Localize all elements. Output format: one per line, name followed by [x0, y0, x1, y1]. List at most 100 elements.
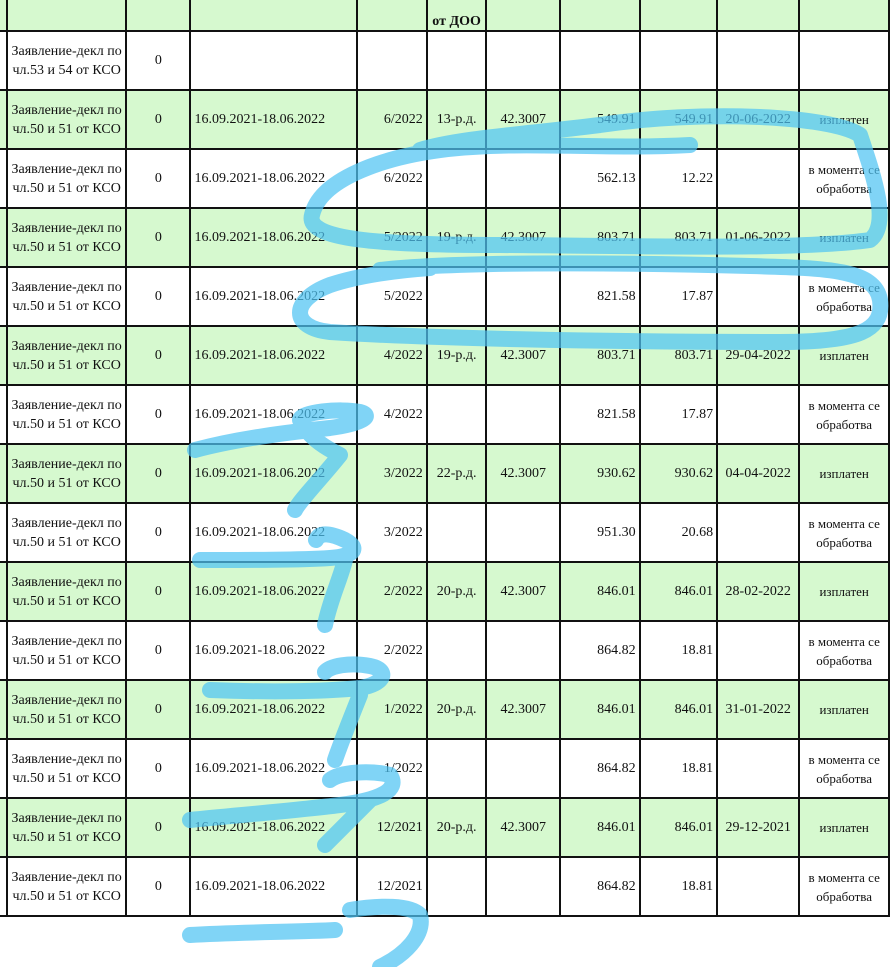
cell-date — [716, 856, 801, 917]
cell-amount: 951.30 — [559, 502, 641, 563]
cell-date — [716, 30, 801, 91]
cell-rate: 42.3007 — [485, 679, 562, 740]
cell-type: Заявление-декл по чл.50 и 51 от КСО — [5, 738, 128, 799]
cell-status: в момента се обработва — [798, 502, 890, 563]
cell-num: 0 — [125, 30, 192, 91]
cell-month — [356, 30, 428, 91]
cell-status: изплатен — [798, 207, 890, 268]
cell-amount: 821.58 — [559, 266, 641, 327]
table-row: Заявление-декл по чл.50 и 51 от КСО 0 16.0… — [0, 856, 890, 917]
header-row: от ДОО — [0, 0, 890, 32]
table-row: Заявление-декл по чл.50 и 51 от КСО 0 16.0… — [0, 89, 890, 150]
cell-days: 20-р.д. — [425, 679, 488, 740]
cell-days — [425, 384, 488, 445]
cell-rate — [485, 620, 562, 681]
cell-rate — [485, 502, 562, 563]
header-cell — [638, 0, 719, 32]
cell-paid: 549.91 — [638, 89, 719, 150]
cell-period: 16.09.2021-18.06.2022 — [189, 207, 359, 268]
cell-period: 16.09.2021-18.06.2022 — [189, 266, 359, 327]
cell-type: Заявление-декл по чл.50 и 51 от КСО — [5, 797, 128, 858]
cell-month: 6/2022 — [356, 89, 428, 150]
cell-rate — [485, 148, 562, 209]
payments-table: от ДОО Заявление-декл по чл.53 и 54 от К… — [0, 0, 890, 917]
cell-num: 0 — [125, 620, 192, 681]
cell-days — [425, 856, 488, 917]
cell-days: 22-р.д. — [425, 443, 488, 504]
cell-date: 31-01-2022 — [716, 679, 801, 740]
cell-status: изплатен — [798, 89, 890, 150]
cell-status: изплатен — [798, 443, 890, 504]
cell-rate: 42.3007 — [485, 325, 562, 386]
cell-days: 20-р.д. — [425, 561, 488, 622]
cell-type: Заявление-декл по чл.50 и 51 от КСО — [5, 207, 128, 268]
cell-type: Заявление-декл по чл.50 и 51 от КСО — [5, 679, 128, 740]
table-row: Заявление-декл по чл.50 и 51 от КСО 0 16.0… — [0, 384, 890, 445]
cell-paid: 930.62 — [638, 443, 719, 504]
cell-type: Заявление-декл по чл.50 и 51 от КСО — [5, 443, 128, 504]
cell-days: 19-р.д. — [425, 207, 488, 268]
cell-amount: 846.01 — [559, 797, 641, 858]
header-cell — [559, 0, 641, 32]
cell-month: 2/2022 — [356, 561, 428, 622]
cell-rate: 42.3007 — [485, 89, 562, 150]
table-row: Заявление-декл по чл.50 и 51 от КСО 0 16.0… — [0, 502, 890, 563]
cell-date: 29-12-2021 — [716, 797, 801, 858]
cell-edge — [0, 561, 8, 622]
cell-paid: 846.01 — [638, 797, 719, 858]
cell-edge — [0, 207, 8, 268]
cell-type: Заявление-декл по чл.50 и 51 от КСО — [5, 502, 128, 563]
cell-status: в момента се обработва — [798, 620, 890, 681]
cell-date — [716, 266, 801, 327]
cell-days: 20-р.д. — [425, 797, 488, 858]
cell-status: в момента се обработва — [798, 148, 890, 209]
cell-period: 16.09.2021-18.06.2022 — [189, 502, 359, 563]
cell-month: 1/2022 — [356, 738, 428, 799]
header-cell — [356, 0, 428, 32]
cell-days — [425, 148, 488, 209]
cell-amount: 549.91 — [559, 89, 641, 150]
cell-amount: 864.82 — [559, 856, 641, 917]
cell-days — [425, 502, 488, 563]
cell-date — [716, 148, 801, 209]
cell-amount: 803.71 — [559, 207, 641, 268]
cell-edge — [0, 266, 8, 327]
cell-rate: 42.3007 — [485, 561, 562, 622]
cell-num: 0 — [125, 797, 192, 858]
cell-edge — [0, 148, 8, 209]
cell-date: 04-04-2022 — [716, 443, 801, 504]
cell-period: 16.09.2021-18.06.2022 — [189, 89, 359, 150]
cell-date: 01-06-2022 — [716, 207, 801, 268]
cell-num: 0 — [125, 679, 192, 740]
cell-edge — [0, 856, 8, 917]
cell-days: 13-р.д. — [425, 89, 488, 150]
cell-status: изплатен — [798, 679, 890, 740]
cell-period: 16.09.2021-18.06.2022 — [189, 443, 359, 504]
cell-edge — [0, 502, 8, 563]
cell-paid: 18.81 — [638, 620, 719, 681]
cell-type: Заявление-декл по чл.50 и 51 от КСО — [5, 856, 128, 917]
cell-edge — [0, 620, 8, 681]
table-row: Заявление-декл по чл.50 и 51 от КСО 0 16.0… — [0, 738, 890, 799]
cell-amount: 846.01 — [559, 561, 641, 622]
cell-status: в момента се обработва — [798, 266, 890, 327]
cell-paid: 803.71 — [638, 325, 719, 386]
table-row: Заявление-декл по чл.50 и 51 от КСО 0 16.0… — [0, 443, 890, 504]
cell-date — [716, 384, 801, 445]
cell-date — [716, 620, 801, 681]
cell-edge — [0, 325, 8, 386]
cell-amount — [559, 30, 641, 91]
cell-period: 16.09.2021-18.06.2022 — [189, 856, 359, 917]
header-cell — [485, 0, 562, 32]
cell-paid: 17.87 — [638, 384, 719, 445]
cell-paid: 18.81 — [638, 738, 719, 799]
cell-amount: 864.82 — [559, 620, 641, 681]
cell-month: 3/2022 — [356, 443, 428, 504]
table-row: Заявление-декл по чл.50 и 51 от КСО 0 16.0… — [0, 797, 890, 858]
cell-date: 28-02-2022 — [716, 561, 801, 622]
cell-rate: 42.3007 — [485, 207, 562, 268]
cell-month: 4/2022 — [356, 325, 428, 386]
cell-status: изплатен — [798, 797, 890, 858]
cell-days — [425, 266, 488, 327]
cell-period: 16.09.2021-18.06.2022 — [189, 325, 359, 386]
